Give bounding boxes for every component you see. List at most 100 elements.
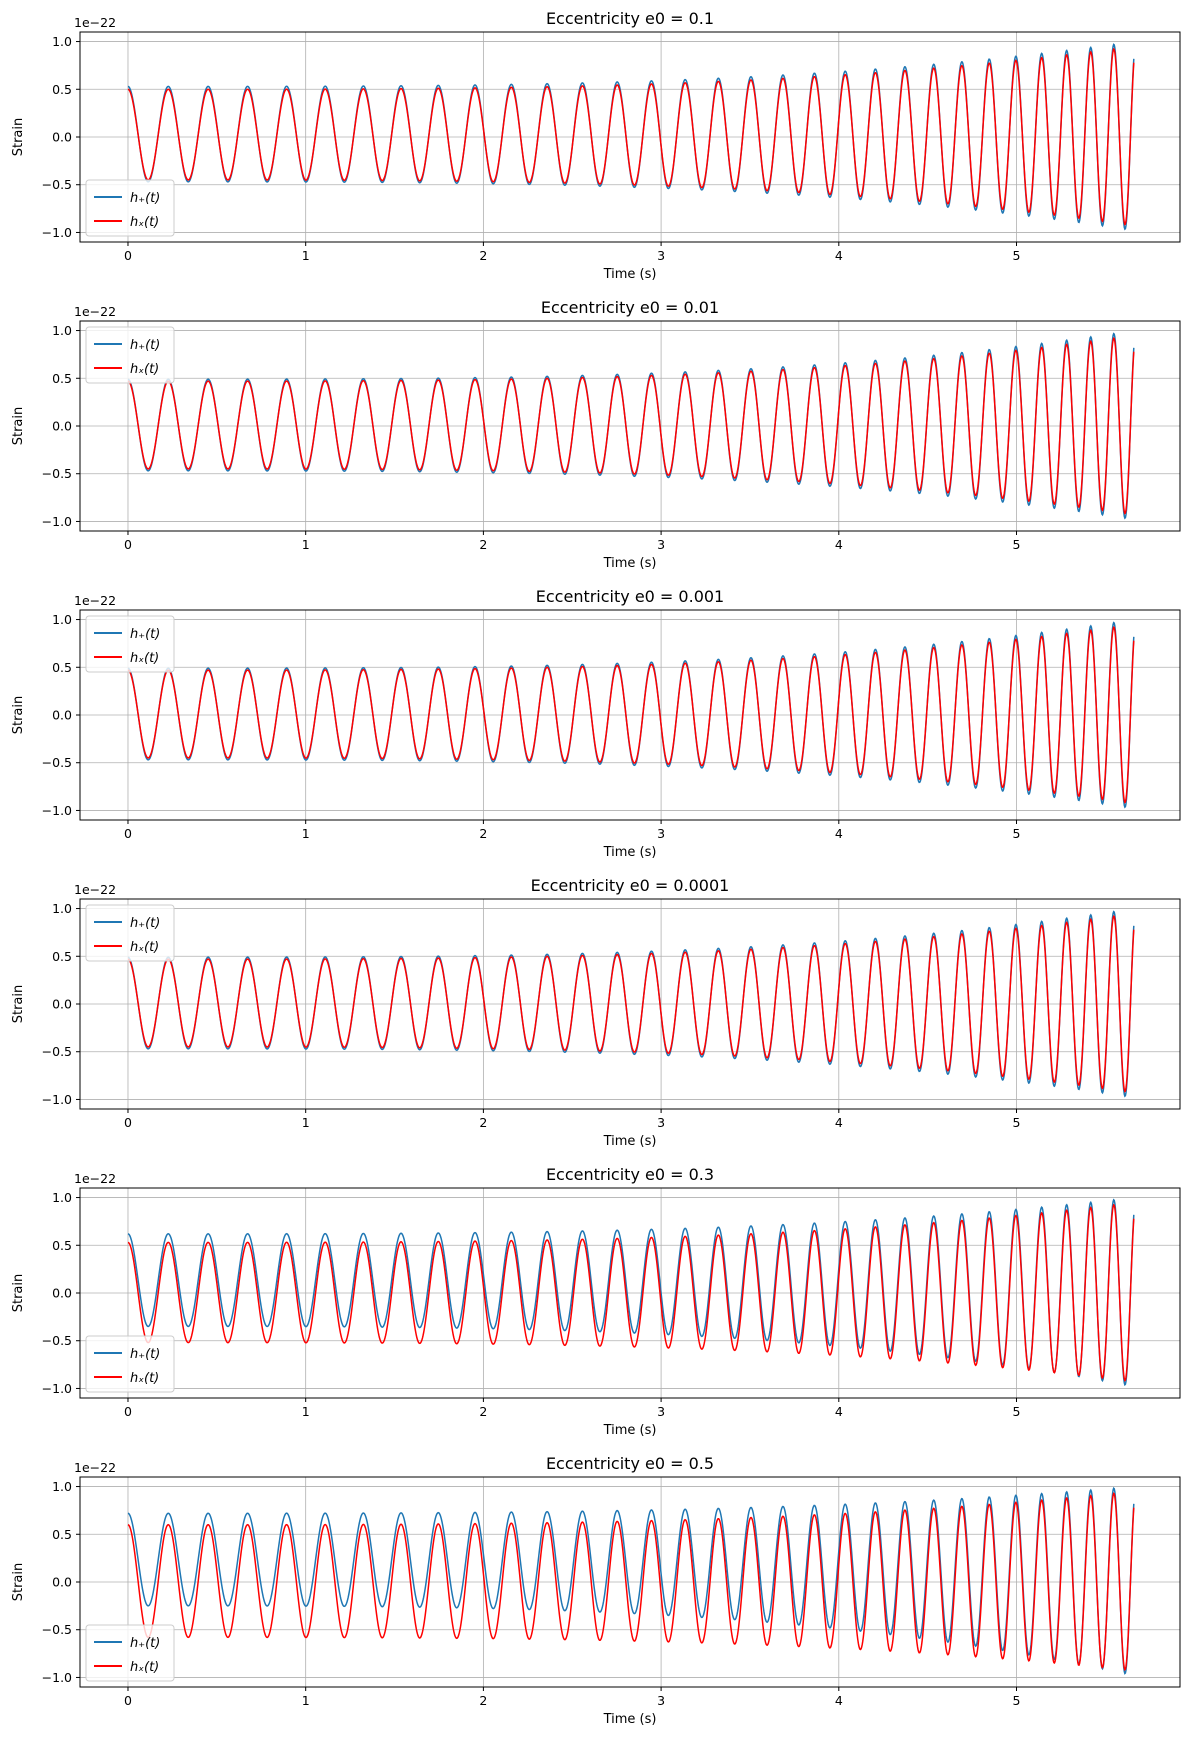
series-h-cross-line bbox=[127, 1203, 1135, 1382]
gridlines bbox=[80, 899, 1180, 1109]
y-tick-label: 0.5 bbox=[52, 1238, 72, 1253]
y-tick-label: 0.5 bbox=[52, 949, 72, 964]
y-tick-label: −0.5 bbox=[42, 1622, 72, 1637]
x-tick-label: 0 bbox=[124, 1115, 132, 1130]
x-axis-label: Time (s) bbox=[603, 1712, 657, 1727]
x-tick-label: 5 bbox=[1013, 826, 1021, 841]
y-tick-label: −1.0 bbox=[42, 1092, 72, 1107]
legend-label-0: h₊(t) bbox=[130, 338, 160, 353]
offset-text: 1e−22 bbox=[74, 1460, 116, 1475]
y-tick-label: −1.0 bbox=[42, 514, 72, 529]
y-axis-label: Strain bbox=[11, 118, 26, 157]
y-tick-label: 1.0 bbox=[52, 323, 72, 338]
legend-label-1: hₓ(t) bbox=[130, 1660, 159, 1675]
x-tick-label: 5 bbox=[1013, 537, 1021, 552]
x-tick-label: 3 bbox=[657, 537, 665, 552]
x-tick-label: 2 bbox=[479, 537, 487, 552]
series-h-cross-line bbox=[127, 1492, 1135, 1672]
y-tick-label: −1.0 bbox=[42, 1670, 72, 1685]
x-tick-label: 3 bbox=[657, 1115, 665, 1130]
offset-text: 1e−22 bbox=[74, 1171, 116, 1186]
x-tick-label: 1 bbox=[302, 826, 310, 841]
x-tick-label: 2 bbox=[479, 826, 487, 841]
x-tick-label: 2 bbox=[479, 1404, 487, 1419]
legend: h₊(t) hₓ(t) bbox=[85, 615, 175, 673]
legend-label-1: hₓ(t) bbox=[130, 940, 159, 955]
x-tick-label: 0 bbox=[124, 1404, 132, 1419]
chart-panel-3: 0 1 2 3 4 5 1.0 0.5 0.0 −0.5 −1.0 Eccentricity e0 =… bbox=[11, 876, 1181, 1149]
y-axis-label: Strain bbox=[11, 1563, 26, 1602]
chart-title: Eccentricity e0 = 0.0001 bbox=[531, 876, 730, 895]
legend-label-1: hₓ(t) bbox=[130, 362, 159, 377]
legend-label-0: h₊(t) bbox=[130, 916, 160, 931]
x-axis-label: Time (s) bbox=[603, 845, 657, 860]
legend-label-1: hₓ(t) bbox=[130, 651, 159, 666]
x-tick-label: 0 bbox=[124, 1693, 132, 1708]
x-axis-label: Time (s) bbox=[603, 1423, 657, 1438]
legend: h₊(t) hₓ(t) bbox=[85, 179, 175, 237]
series-h-cross-line bbox=[127, 914, 1135, 1093]
x-tick-label: 4 bbox=[835, 1404, 843, 1419]
legend-label-0: h₊(t) bbox=[130, 1347, 160, 1362]
y-tick-label: 1.0 bbox=[52, 901, 72, 916]
y-tick-label: 1.0 bbox=[52, 1190, 72, 1205]
y-tick-label: 0.0 bbox=[52, 1286, 72, 1301]
legend: h₊(t) hₓ(t) bbox=[85, 1624, 175, 1682]
y-tick-label: 0.5 bbox=[52, 82, 72, 97]
chart-title: Eccentricity e0 = 0.1 bbox=[546, 9, 714, 28]
x-tick-label: 0 bbox=[124, 826, 132, 841]
y-tick-label: 0.0 bbox=[52, 708, 72, 723]
y-tick-label: 0.5 bbox=[52, 371, 72, 386]
x-tick-label: 2 bbox=[479, 1115, 487, 1130]
series-h-cross-line bbox=[127, 625, 1135, 804]
chart-panel-1: 0 1 2 3 4 5 1.0 0.5 0.0 −0.5 −1.0 Eccentricity e0 =… bbox=[11, 298, 1181, 571]
y-tick-label: 0.5 bbox=[52, 660, 72, 675]
offset-text: 1e−22 bbox=[74, 15, 116, 30]
x-axis-label: Time (s) bbox=[603, 556, 657, 571]
y-tick-label: 0.0 bbox=[52, 130, 72, 145]
y-tick-label: −1.0 bbox=[42, 803, 72, 818]
x-tick-label: 1 bbox=[302, 1693, 310, 1708]
chart-panel-4: 0 1 2 3 4 5 1.0 0.5 0.0 −0.5 −1.0 Eccentricity e0 =… bbox=[11, 1165, 1181, 1438]
legend-label-0: h₊(t) bbox=[130, 627, 160, 642]
x-tick-label: 5 bbox=[1013, 1115, 1021, 1130]
y-axis-label: Strain bbox=[11, 407, 26, 446]
offset-text: 1e−22 bbox=[74, 882, 116, 897]
x-tick-label: 1 bbox=[302, 537, 310, 552]
x-tick-label: 0 bbox=[124, 537, 132, 552]
y-tick-label: −0.5 bbox=[42, 177, 72, 192]
series-h-cross-line bbox=[127, 47, 1135, 226]
y-tick-label: 0.0 bbox=[52, 1575, 72, 1590]
y-tick-label: −0.5 bbox=[42, 1333, 72, 1348]
x-tick-label: 5 bbox=[1013, 1693, 1021, 1708]
x-axis-label: Time (s) bbox=[603, 1134, 657, 1149]
x-tick-label: 4 bbox=[835, 248, 843, 263]
offset-text: 1e−22 bbox=[74, 593, 116, 608]
legend: h₊(t) hₓ(t) bbox=[85, 326, 175, 384]
y-tick-label: 1.0 bbox=[52, 612, 72, 627]
legend-label-1: hₓ(t) bbox=[130, 215, 159, 230]
x-tick-label: 5 bbox=[1013, 248, 1021, 263]
x-tick-label: 0 bbox=[124, 248, 132, 263]
chart-title: Eccentricity e0 = 0.01 bbox=[541, 298, 719, 317]
x-tick-label: 3 bbox=[657, 1404, 665, 1419]
legend-label-0: h₊(t) bbox=[130, 1636, 160, 1651]
chart-panel-5: 0 1 2 3 4 5 1.0 0.5 0.0 −0.5 −1.0 Eccentricity e0 =… bbox=[11, 1454, 1181, 1727]
x-tick-label: 3 bbox=[657, 1693, 665, 1708]
y-tick-label: 0.0 bbox=[52, 997, 72, 1012]
gridlines bbox=[80, 1188, 1180, 1398]
offset-text: 1e−22 bbox=[74, 304, 116, 319]
x-tick-label: 1 bbox=[302, 1404, 310, 1419]
y-tick-label: −1.0 bbox=[42, 1381, 72, 1396]
legend: h₊(t) hₓ(t) bbox=[85, 1335, 175, 1393]
y-tick-label: −0.5 bbox=[42, 466, 72, 481]
y-tick-label: 1.0 bbox=[52, 1479, 72, 1494]
chart-title: Eccentricity e0 = 0.3 bbox=[546, 1165, 714, 1184]
x-tick-label: 3 bbox=[657, 248, 665, 263]
x-tick-label: 2 bbox=[479, 248, 487, 263]
x-tick-label: 5 bbox=[1013, 1404, 1021, 1419]
y-tick-label: −0.5 bbox=[42, 1044, 72, 1059]
chart-title: Eccentricity e0 = 0.5 bbox=[546, 1454, 714, 1473]
series-h-cross-line bbox=[127, 336, 1135, 515]
legend-label-1: hₓ(t) bbox=[130, 1371, 159, 1386]
